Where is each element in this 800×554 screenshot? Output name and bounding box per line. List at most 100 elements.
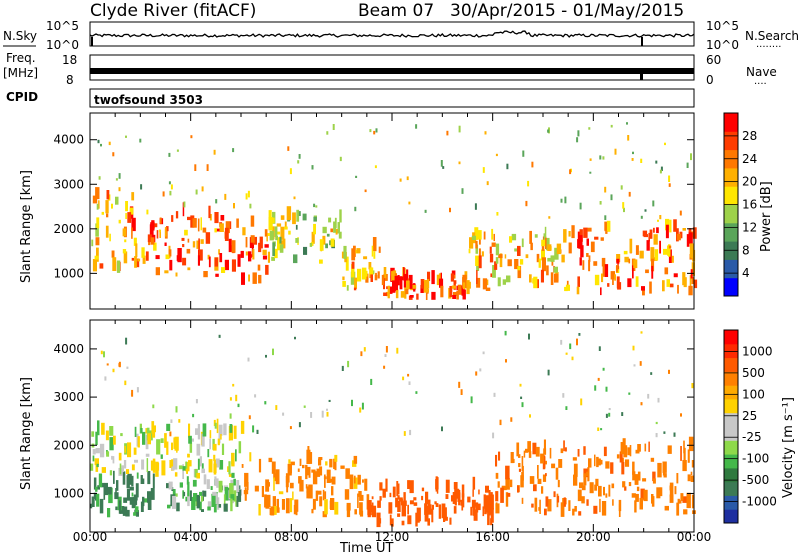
heatmap-cell xyxy=(149,498,152,504)
nsky-line xyxy=(89,30,695,38)
y-tick-label: 1000 xyxy=(53,266,84,280)
heatmap-cell xyxy=(398,276,403,281)
heatmap-cell xyxy=(394,275,398,291)
heatmap-cell xyxy=(200,217,202,231)
heatmap-cell xyxy=(106,363,109,366)
heatmap-cell xyxy=(495,454,498,467)
heatmap-cell xyxy=(289,482,294,489)
heatmap-cell xyxy=(478,248,481,256)
heatmap-cell xyxy=(449,286,453,297)
heatmap-cell xyxy=(416,507,421,522)
heatmap-cell xyxy=(136,433,139,447)
heatmap-cell xyxy=(605,231,608,234)
heatmap-cell xyxy=(470,396,473,404)
heatmap-cell xyxy=(245,193,248,200)
heatmap-cell xyxy=(198,249,203,261)
heatmap-cell xyxy=(116,260,121,273)
heatmap-cell xyxy=(472,507,476,516)
heatmap-cell xyxy=(614,148,617,155)
heatmap-cell xyxy=(650,457,655,462)
heatmap-cell xyxy=(219,253,223,263)
heatmap-cell xyxy=(279,240,284,245)
colorbar-tick-label: 28 xyxy=(742,129,757,143)
heatmap-cell xyxy=(632,151,634,155)
heatmap-cell xyxy=(322,226,327,234)
heatmap-cell xyxy=(295,238,299,243)
heatmap-cell xyxy=(207,254,210,260)
heatmap-cell xyxy=(123,460,127,469)
heatmap-cell xyxy=(105,430,109,441)
heatmap-cell xyxy=(258,504,261,516)
heatmap-cell xyxy=(326,411,329,417)
heatmap-cell xyxy=(96,203,99,210)
heatmap-cell xyxy=(596,458,601,466)
heatmap-cell xyxy=(454,497,457,506)
heatmap-cell xyxy=(415,391,418,394)
heatmap-cell xyxy=(506,163,509,170)
heatmap-cell xyxy=(146,209,149,215)
heatmap-cell xyxy=(371,505,377,518)
heatmap-cell xyxy=(231,472,235,478)
heatmap-cell xyxy=(169,259,173,271)
heatmap-cell xyxy=(340,465,345,469)
heatmap-cell xyxy=(453,506,457,514)
heatmap-cell xyxy=(268,217,273,231)
heatmap-cell xyxy=(359,494,364,501)
heatmap-cell xyxy=(197,458,200,470)
heatmap-cell xyxy=(494,261,498,270)
heatmap-cell xyxy=(232,383,235,387)
heatmap-cell xyxy=(373,251,376,259)
heatmap-cell xyxy=(676,502,680,516)
heatmap-cell xyxy=(409,295,414,298)
heatmap-cell xyxy=(601,501,607,516)
heatmap-cell xyxy=(140,184,143,190)
heatmap-cell xyxy=(537,478,542,484)
heatmap-cell xyxy=(541,486,544,494)
heatmap-cell xyxy=(265,479,270,492)
heatmap-cell xyxy=(329,478,334,483)
heatmap-cell xyxy=(560,198,563,203)
heatmap-cell xyxy=(118,452,122,461)
heatmap-cell xyxy=(293,196,296,200)
freq-unit-label: [MHz] xyxy=(3,66,38,80)
heatmap-cell xyxy=(409,500,414,505)
heatmap-cell xyxy=(629,238,633,253)
colorbar-swatch xyxy=(724,454,738,469)
heatmap-cell xyxy=(264,244,269,248)
heatmap-cell xyxy=(482,351,485,355)
heatmap-cell xyxy=(521,402,524,408)
heatmap-cell xyxy=(605,386,608,392)
heatmap-cell xyxy=(507,259,512,267)
heatmap-cell xyxy=(399,276,403,290)
heatmap-cell xyxy=(145,251,149,261)
heatmap-cell xyxy=(341,365,344,371)
heatmap-cell xyxy=(247,190,250,198)
heatmap-cell xyxy=(383,365,386,369)
heatmap-cell xyxy=(303,405,306,408)
heatmap-cell xyxy=(202,423,207,437)
heatmap-cell xyxy=(126,488,130,501)
heatmap-cell xyxy=(129,207,134,215)
heatmap-cell xyxy=(127,473,132,485)
heatmap-cell xyxy=(214,257,218,267)
heatmap-cell xyxy=(440,160,443,167)
heatmap-cell xyxy=(175,272,178,277)
heatmap-cell xyxy=(182,244,185,248)
heatmap-cell xyxy=(124,380,127,386)
heatmap-cell xyxy=(527,180,530,187)
heatmap-cell xyxy=(491,242,496,247)
heatmap-cell xyxy=(395,497,398,508)
heatmap-cell xyxy=(688,228,692,235)
heatmap-cell xyxy=(488,490,491,505)
heatmap-cell xyxy=(192,479,197,487)
heatmap-cell xyxy=(315,205,318,208)
heatmap-cell xyxy=(326,469,331,483)
heatmap-cell xyxy=(265,264,269,275)
heatmap-cell xyxy=(321,410,324,418)
heatmap-cell xyxy=(573,474,578,486)
heatmap-cell xyxy=(319,466,323,476)
colorbar-tick-label: 16 xyxy=(742,198,757,212)
heatmap-cell xyxy=(507,492,511,497)
date-range: 30/Apr/2015 - 01/May/2015 xyxy=(450,1,684,21)
heatmap-cell xyxy=(274,248,278,259)
